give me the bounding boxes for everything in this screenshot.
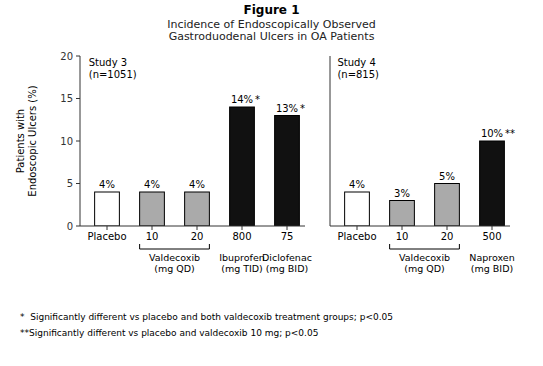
y-tick bbox=[76, 183, 80, 184]
y-tick bbox=[76, 56, 80, 57]
text-line: Diclofenac bbox=[262, 252, 312, 263]
x-tick bbox=[152, 226, 153, 230]
x-tick bbox=[402, 226, 403, 230]
text-line: Patients with bbox=[15, 109, 26, 173]
panel-label: Study 3(n=1051) bbox=[89, 57, 137, 80]
text-line: Study 4 bbox=[337, 57, 375, 68]
text-line: Gastroduodenal Ulcers in OA Patients bbox=[169, 30, 375, 43]
text-line: (n=1051) bbox=[89, 69, 137, 80]
bar bbox=[435, 184, 460, 227]
subtitle: Incidence of Endoscopically ObservedGast… bbox=[167, 18, 375, 43]
title: Figure 1 bbox=[243, 3, 299, 17]
text-line: Ibuprofen bbox=[219, 252, 265, 263]
footnote: * Significantly different vs placebo and… bbox=[20, 312, 393, 322]
y-tick-label: 0 bbox=[67, 221, 73, 232]
text-line: Study 3 bbox=[89, 57, 127, 68]
data-label: 3% bbox=[394, 188, 410, 199]
text-line: Endoscopic Ulcers (%) bbox=[27, 85, 38, 196]
data-label: 5% bbox=[439, 171, 455, 182]
group-label: Ibuprofen(mg TID) bbox=[219, 252, 265, 274]
group-label: Naproxen(mg BID) bbox=[469, 252, 514, 274]
panel: Placebo 10 20 500 4% 3% 5% 10%** Study 4(n=815) V… bbox=[330, 56, 515, 274]
x-tick-label: Placebo bbox=[337, 231, 376, 242]
panel-label: Study 4(n=815) bbox=[337, 57, 379, 80]
text-line: (mg QD) bbox=[404, 263, 445, 274]
data-label: 4% bbox=[99, 179, 115, 190]
significance-marker: ** bbox=[505, 128, 515, 139]
footnote: **Significantly different vs placebo and… bbox=[20, 328, 318, 338]
x-tick-label: 75 bbox=[281, 231, 294, 242]
x-tick bbox=[197, 226, 198, 230]
data-label: 4% bbox=[144, 179, 160, 190]
data-label: 4% bbox=[189, 179, 205, 190]
text-line: (n=815) bbox=[337, 69, 379, 80]
y-tick-label: 5 bbox=[67, 178, 73, 189]
bars bbox=[95, 107, 300, 226]
y-tick-label: 15 bbox=[60, 93, 73, 104]
x-tick-label: 800 bbox=[232, 231, 251, 242]
bar bbox=[345, 192, 370, 226]
x-tick-label: 10 bbox=[396, 231, 409, 242]
x-tick-label: 20 bbox=[191, 231, 204, 242]
text-line: (mg TID) bbox=[221, 263, 263, 274]
text-line: (mg QD) bbox=[154, 263, 195, 274]
bar bbox=[140, 192, 165, 226]
text-line: Valdecoxib bbox=[149, 252, 200, 263]
bracket bbox=[390, 244, 460, 249]
x-tick-label: 500 bbox=[482, 231, 501, 242]
significance-marker: * bbox=[300, 103, 305, 114]
y-axis-label: Patients withEndoscopic Ulcers (%) bbox=[15, 85, 38, 196]
bar bbox=[185, 192, 210, 226]
x-tick-label: Placebo bbox=[87, 231, 126, 242]
x-tick bbox=[107, 226, 108, 230]
data-label: 4% bbox=[349, 179, 365, 190]
data-label: 10% bbox=[481, 128, 503, 139]
bar bbox=[95, 192, 120, 226]
x-axis bbox=[80, 226, 305, 227]
bracket bbox=[140, 244, 210, 249]
x-tick bbox=[287, 226, 288, 230]
bar bbox=[230, 107, 255, 226]
x-tick-label: 10 bbox=[146, 231, 159, 242]
text-line: (mg BID) bbox=[471, 263, 513, 274]
text-line: Valdecoxib bbox=[399, 252, 450, 263]
x-tick bbox=[492, 226, 493, 230]
x-tick-label: 20 bbox=[441, 231, 454, 242]
x-tick bbox=[447, 226, 448, 230]
text-line: (mg BID) bbox=[266, 263, 308, 274]
x-tick bbox=[242, 226, 243, 230]
group-label: Valdecoxib(mg QD) bbox=[149, 252, 200, 274]
y-tick bbox=[76, 141, 80, 142]
bar bbox=[480, 141, 505, 226]
y-tick bbox=[76, 98, 80, 99]
panel: 0 5 10 15 20 Patients withEndoscopic Ulcers (… bbox=[15, 51, 312, 275]
group-label: Diclofenac(mg BID) bbox=[262, 252, 312, 274]
y-tick-label: 20 bbox=[60, 51, 73, 62]
y-axis bbox=[330, 56, 331, 226]
chart: Figure 1Incidence of Endoscopically Obse… bbox=[0, 0, 543, 366]
bar bbox=[390, 201, 415, 227]
y-tick-label: 10 bbox=[60, 136, 73, 147]
text-line: Naproxen bbox=[469, 252, 514, 263]
bar bbox=[275, 116, 300, 227]
data-label: 14% bbox=[231, 94, 253, 105]
data-label: 13% bbox=[276, 103, 298, 114]
group-label: Valdecoxib(mg QD) bbox=[399, 252, 450, 274]
significance-marker: * bbox=[255, 94, 260, 105]
x-tick bbox=[357, 226, 358, 230]
bars bbox=[345, 141, 505, 226]
y-tick bbox=[76, 226, 80, 227]
